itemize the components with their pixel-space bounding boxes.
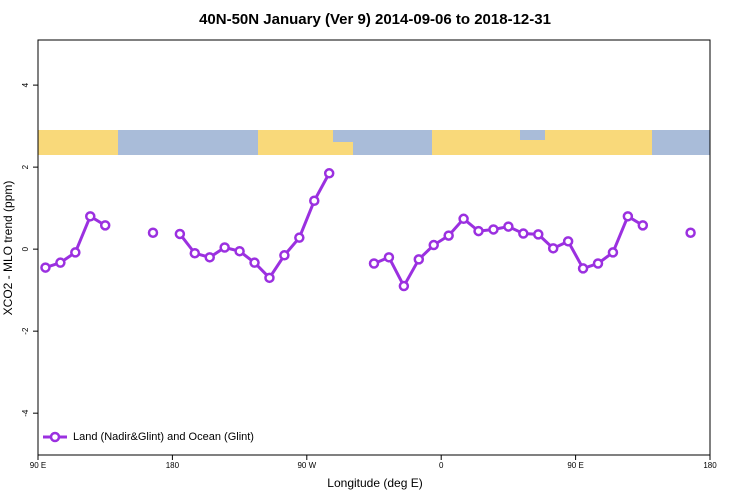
- x-tick-label: 0: [439, 461, 444, 470]
- plot-frame: [37, 39, 711, 456]
- data-point: [503, 221, 514, 232]
- data-point: [368, 258, 380, 269]
- data-point: [323, 168, 335, 179]
- x-tick-label: 90 W: [297, 461, 316, 470]
- data-point: [70, 247, 81, 258]
- data-point: [685, 227, 696, 238]
- x-axis-label: Longitude (deg E): [327, 476, 422, 490]
- y-tick-label: 2: [21, 164, 30, 169]
- data-point: [40, 262, 51, 273]
- data-point: [234, 245, 245, 257]
- data-point: [622, 211, 634, 222]
- y-tick-label: -2: [21, 327, 30, 335]
- x-tick-label: 180: [166, 461, 180, 470]
- y-tick-label: -4: [21, 409, 30, 417]
- data-point: [562, 236, 574, 247]
- y-axis-label: XCO2 - MLO trend (ppm): [1, 181, 15, 316]
- data-point: [443, 230, 454, 241]
- data-point: [85, 211, 96, 222]
- data-point: [219, 242, 230, 253]
- data-point: [189, 247, 201, 259]
- legend-label: Land (Nadir&Glint) and Ocean (Glint): [73, 431, 254, 443]
- data-point: [249, 257, 260, 268]
- data-point: [204, 252, 215, 263]
- data-point: [264, 272, 275, 284]
- data-point: [637, 220, 649, 231]
- x-tick-label: 90 E: [30, 461, 46, 470]
- data-point: [99, 220, 111, 231]
- data-point: [428, 239, 439, 251]
- data-point: [547, 243, 559, 254]
- data-point: [458, 213, 469, 225]
- map-strip: [38, 130, 710, 155]
- data-point: [279, 250, 290, 261]
- data-point: [55, 257, 66, 268]
- y-tick-label: 0: [21, 246, 30, 251]
- x-tick-label: 180: [703, 461, 717, 470]
- x-tick-label: 90 E: [567, 461, 583, 470]
- data-point: [398, 280, 410, 292]
- data-point: [533, 229, 544, 240]
- data-point: [607, 247, 619, 258]
- data-point: [147, 227, 159, 238]
- data-point: [488, 224, 499, 235]
- data-point: [473, 225, 484, 237]
- data-point: [413, 254, 425, 265]
- y-tick-label: 4: [21, 82, 30, 87]
- data-point: [518, 228, 529, 239]
- data-point: [383, 252, 395, 263]
- data-point: [309, 195, 320, 207]
- data-line: [45, 173, 690, 286]
- data-point: [577, 263, 589, 274]
- chart-title: 40N-50N January (Ver 9) 2014-09-06 to 20…: [199, 11, 551, 28]
- data-point: [294, 232, 305, 243]
- legend-marker: [49, 431, 61, 443]
- data-point: [592, 258, 604, 269]
- data-point: [174, 228, 186, 240]
